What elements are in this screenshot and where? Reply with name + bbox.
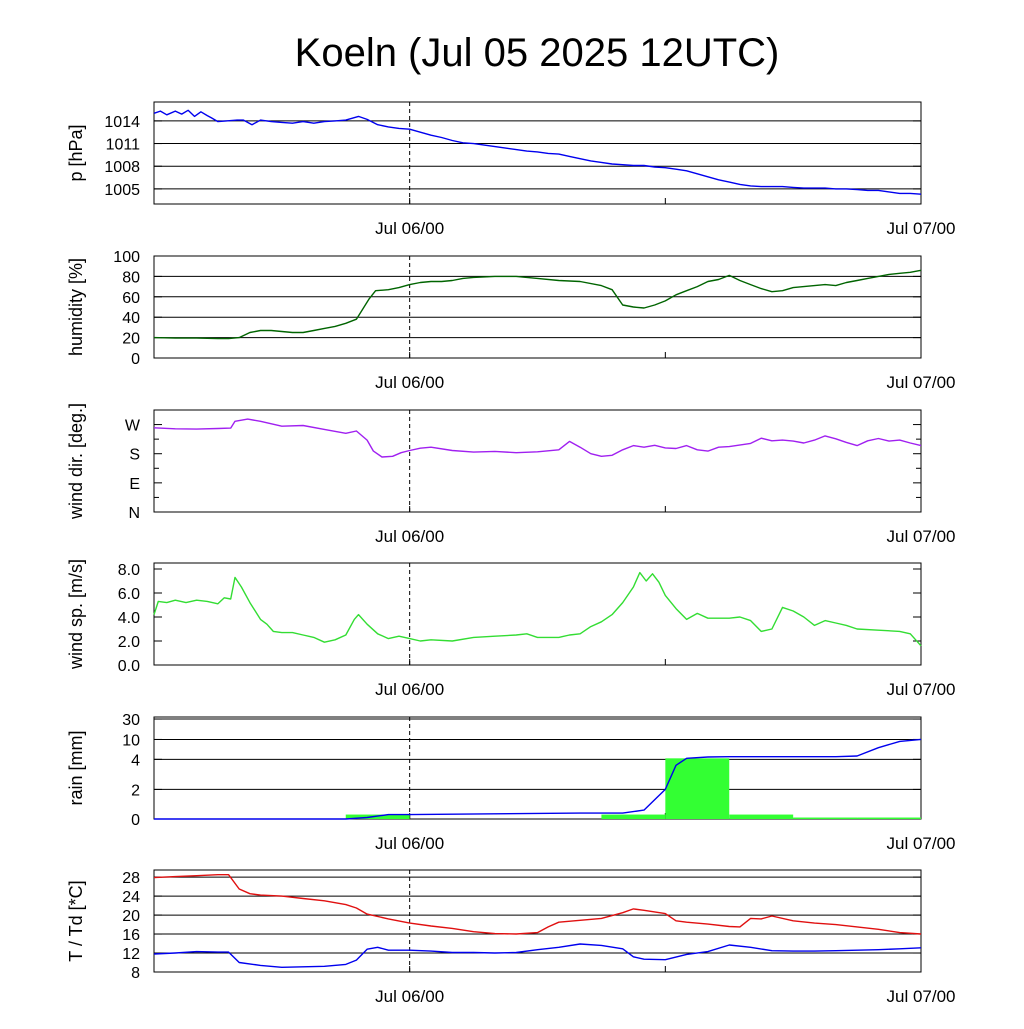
x-tick-label: Jul 07/00 (887, 373, 956, 392)
y-tick-label: 2.0 (118, 634, 140, 651)
x-tick-label: Jul 06/00 (375, 834, 444, 853)
panel-frame (153, 869, 922, 973)
rain-bar (345, 814, 410, 819)
y-tick-label: 8 (131, 965, 140, 982)
y-tick-label: 60 (122, 290, 140, 307)
y-tick-label: 24 (122, 889, 140, 906)
y-tick-label: 80 (122, 269, 140, 286)
y-axis-label: p [hPa] (66, 124, 86, 181)
dd-series-line (153, 418, 922, 458)
temperature-line (153, 874, 922, 935)
x-tick-label: Jul 07/00 (887, 527, 956, 546)
x-tick-label: Jul 07/00 (887, 834, 956, 853)
y-axis-label: wind sp. [m/s] (66, 559, 86, 670)
p-series-line (153, 109, 922, 195)
ff-series-line (153, 571, 922, 647)
y-tick-label: 4.0 (118, 610, 140, 627)
x-tick-label: Jul 06/00 (375, 987, 444, 1006)
y-axis-label: wind dir. [deg.] (66, 403, 86, 520)
rain-bar (729, 814, 794, 819)
y-axis-label: humidity [%] (66, 258, 86, 356)
x-tick-label: Jul 06/00 (375, 373, 444, 392)
x-tick-label: Jul 06/00 (375, 527, 444, 546)
y-tick-label: W (125, 418, 141, 435)
y-tick-label: 6.0 (118, 586, 140, 603)
chart-title: Koeln (Jul 05 2025 12UTC) (295, 31, 780, 75)
y-tick-label: 1005 (104, 182, 140, 199)
y-tick-label: 10 (122, 732, 140, 749)
y-tick-label: E (129, 476, 140, 493)
y-tick-label: 0 (131, 812, 140, 829)
y-tick-label: 1011 (106, 137, 141, 154)
y-axis-label: rain [mm] (66, 730, 86, 805)
panel-frame (153, 409, 922, 513)
y-tick-label: 30 (122, 712, 140, 729)
y-tick-label: 4 (131, 752, 140, 769)
y-tick-label: 20 (122, 908, 140, 925)
x-tick-label: Jul 07/00 (887, 987, 956, 1006)
y-tick-label: 20 (122, 331, 140, 348)
y-tick-label: S (129, 447, 140, 464)
panel-frame (153, 101, 922, 205)
panel-frame (153, 255, 922, 359)
x-tick-label: Jul 06/00 (375, 680, 444, 699)
rh-series-line (153, 269, 922, 340)
y-tick-label: 40 (122, 310, 140, 327)
panel-frame (153, 562, 922, 666)
y-tick-label: 0.0 (118, 658, 140, 675)
x-tick-label: Jul 07/00 (887, 680, 956, 699)
y-tick-label: 1008 (104, 159, 140, 176)
y-axis-label: T / Td [*C] (66, 880, 86, 961)
y-tick-label: 1014 (104, 114, 140, 131)
rain-bar (665, 758, 730, 819)
rr-series-line (154, 738, 922, 820)
rain-bar (857, 817, 921, 819)
y-tick-label: 100 (113, 249, 140, 266)
panel-frame (153, 716, 922, 820)
y-tick-label: 12 (122, 946, 140, 963)
y-tick-label: 2 (131, 782, 140, 799)
y-tick-label: 16 (122, 927, 140, 944)
x-tick-label: Jul 06/00 (375, 219, 444, 238)
x-tick-label: Jul 07/00 (887, 219, 956, 238)
y-tick-label: 28 (122, 870, 140, 887)
y-tick-label: N (128, 505, 140, 522)
y-tick-label: 8.0 (118, 562, 140, 579)
rain-bar (601, 814, 666, 819)
y-tick-label: 0 (131, 351, 140, 368)
dewpoint-line (153, 943, 922, 968)
rain-bar (793, 817, 858, 819)
